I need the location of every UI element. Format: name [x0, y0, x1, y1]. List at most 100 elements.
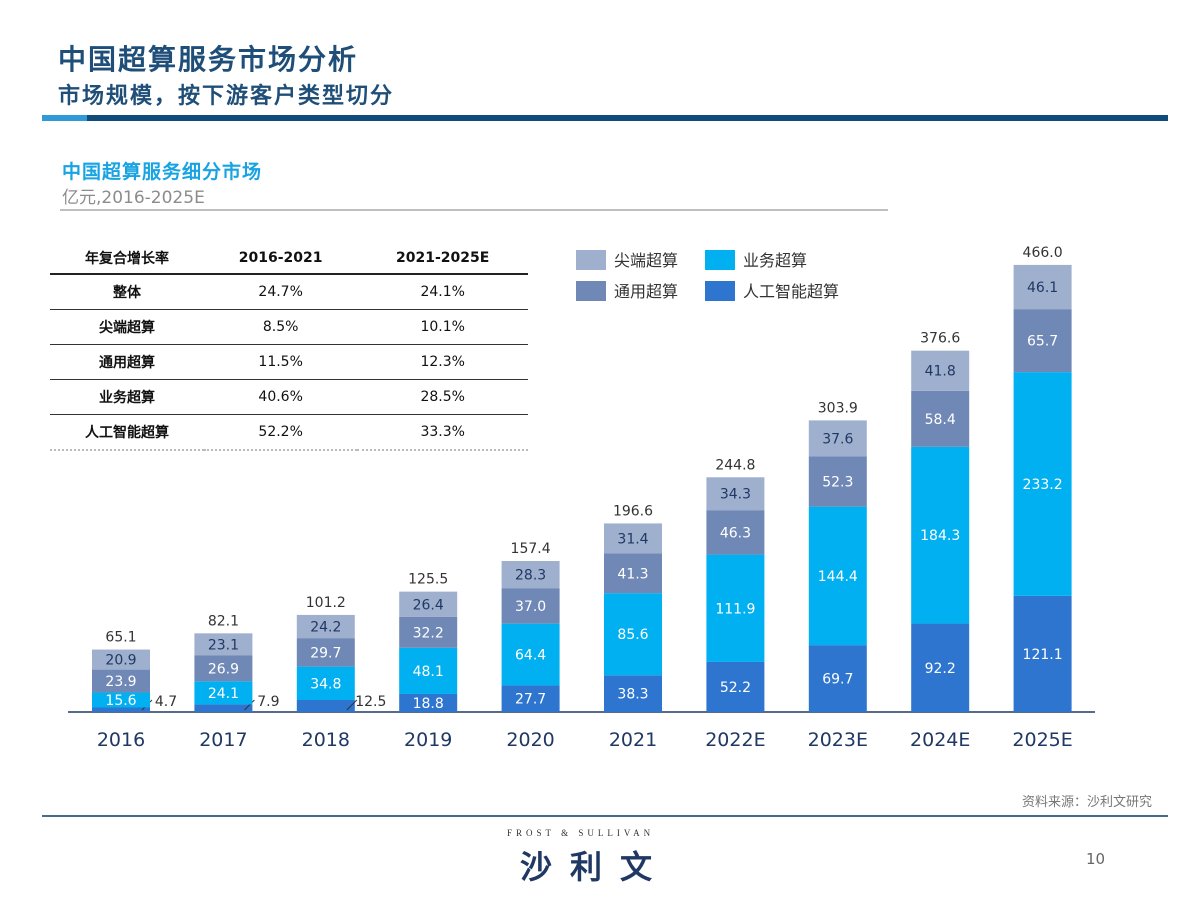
bar-segment — [399, 616, 458, 648]
x-tick-label: 2020 — [506, 729, 554, 751]
data-label: 26.4 — [413, 597, 444, 613]
bar-segment — [706, 661, 765, 712]
data-label: 37.0 — [515, 599, 546, 615]
x-tick-label: 2022E — [705, 729, 765, 751]
cagr-row-label: 业务超算 — [50, 379, 204, 415]
bar-segment — [194, 704, 253, 712]
total-label: 466.0 — [1023, 245, 1063, 261]
cagr-row: 业务超算 40.6% 28.5% — [50, 379, 528, 415]
legend-label: 通用超算 — [614, 282, 678, 301]
bar-segment — [501, 561, 560, 589]
legend-label: 业务超算 — [743, 251, 807, 270]
header-rule-accent — [42, 115, 87, 121]
bar-segment — [194, 681, 253, 705]
data-label: 24.1 — [208, 686, 239, 702]
bar-segment — [296, 700, 355, 712]
cagr-value: 8.5% — [203, 309, 358, 345]
data-label: 32.2 — [413, 625, 444, 641]
data-label: 58.4 — [925, 412, 956, 428]
cagr-row-label: 人工智能超算 — [50, 414, 204, 451]
chart-unit: 亿元,2016-2025E — [62, 188, 205, 208]
bar-segment — [706, 477, 765, 511]
legend-swatch — [576, 281, 606, 301]
leader-line — [346, 699, 358, 711]
x-tick-label: 2021 — [609, 729, 657, 751]
total-label: 157.4 — [511, 541, 551, 557]
data-label: 41.3 — [617, 566, 648, 582]
data-label: 46.3 — [720, 525, 751, 541]
chart-title: 中国超算服务细分市场 — [62, 161, 263, 183]
bar-segment — [808, 506, 867, 646]
data-label: 184.3 — [920, 528, 960, 544]
bar-segment — [399, 591, 458, 617]
cagr-value: 40.6% — [203, 379, 358, 415]
bar-segment — [194, 655, 253, 682]
data-label: 26.9 — [208, 661, 239, 677]
source-note: 资料来源：沙利文研究 — [1021, 795, 1152, 810]
data-label: 7.9 — [257, 694, 279, 710]
header-rule — [42, 115, 1168, 121]
bar-segment — [194, 633, 253, 656]
x-tick-label: 2016 — [97, 729, 145, 751]
cagr-value: 28.5% — [357, 379, 528, 415]
cagr-value: 33.3% — [357, 414, 528, 451]
cagr-row-label: 通用超算 — [50, 344, 204, 380]
data-label: 64.4 — [515, 648, 546, 664]
page-number: 10 — [1086, 850, 1106, 868]
legend-swatch — [705, 281, 735, 301]
cagr-row: 尖端超算 8.5% 10.1% — [50, 309, 528, 345]
cagr-row: 通用超算 11.5% 12.3% — [50, 344, 528, 380]
data-label: 27.7 — [515, 692, 546, 708]
data-label: 52.2 — [720, 680, 751, 696]
data-label: 48.1 — [413, 664, 444, 680]
bar-segment — [604, 593, 662, 676]
data-label: 24.2 — [310, 620, 341, 636]
data-label: 65.7 — [1027, 334, 1058, 350]
bar-segment — [399, 693, 458, 712]
bar-segment — [296, 666, 355, 701]
bar-segment — [808, 645, 867, 712]
x-tick-label: 2017 — [199, 729, 247, 751]
data-label: 92.2 — [925, 661, 956, 677]
slide-subtitle: 市场规模，按下游客户类型切分 — [58, 84, 395, 109]
total-label: 303.9 — [818, 400, 858, 416]
data-label: 38.3 — [617, 687, 648, 703]
bar-segment — [604, 675, 662, 712]
data-label: 20.9 — [105, 653, 136, 669]
data-label: 46.1 — [1027, 280, 1058, 296]
data-label: 34.3 — [720, 487, 751, 503]
leader-line — [244, 699, 255, 711]
data-label: 233.2 — [1023, 477, 1063, 493]
x-tick-label: 2025E — [1012, 729, 1072, 751]
cagr-value: 12.3% — [357, 344, 528, 380]
cagr-header: 2016-2021 — [203, 243, 358, 275]
cagr-value: 24.1% — [357, 274, 528, 310]
bar-segment — [92, 669, 150, 693]
data-label: 18.8 — [413, 696, 444, 712]
bar-segment — [1013, 372, 1072, 596]
total-label: 244.8 — [715, 457, 755, 473]
data-label: 4.7 — [155, 694, 177, 710]
x-tick-label: 2023E — [808, 729, 868, 751]
bar-segment — [501, 623, 560, 686]
data-label: 28.3 — [515, 568, 546, 584]
total-label: 125.5 — [408, 572, 448, 588]
bar-segment — [911, 623, 970, 712]
data-label: 29.7 — [310, 645, 341, 661]
bar-segment — [92, 707, 150, 712]
logo-text-en: FROST & SULLIVAN — [507, 828, 655, 838]
bar-segment — [911, 350, 970, 391]
x-tick-label: 2024E — [910, 729, 970, 751]
footer-rule — [42, 815, 1168, 817]
bar-segment — [604, 523, 662, 554]
data-label: 23.1 — [208, 637, 239, 653]
bar-segment — [1013, 595, 1072, 712]
cagr-header-row: 年复合增长率 2016-2021 2021-2025E — [50, 243, 528, 275]
legend-label: 尖端超算 — [614, 251, 678, 270]
legend-swatch — [576, 250, 606, 270]
x-tick-label: 2018 — [302, 729, 350, 751]
data-label: 31.4 — [617, 531, 648, 547]
data-label: 85.6 — [617, 627, 648, 643]
data-label: 12.5 — [355, 694, 386, 710]
bar-segment — [501, 685, 560, 712]
